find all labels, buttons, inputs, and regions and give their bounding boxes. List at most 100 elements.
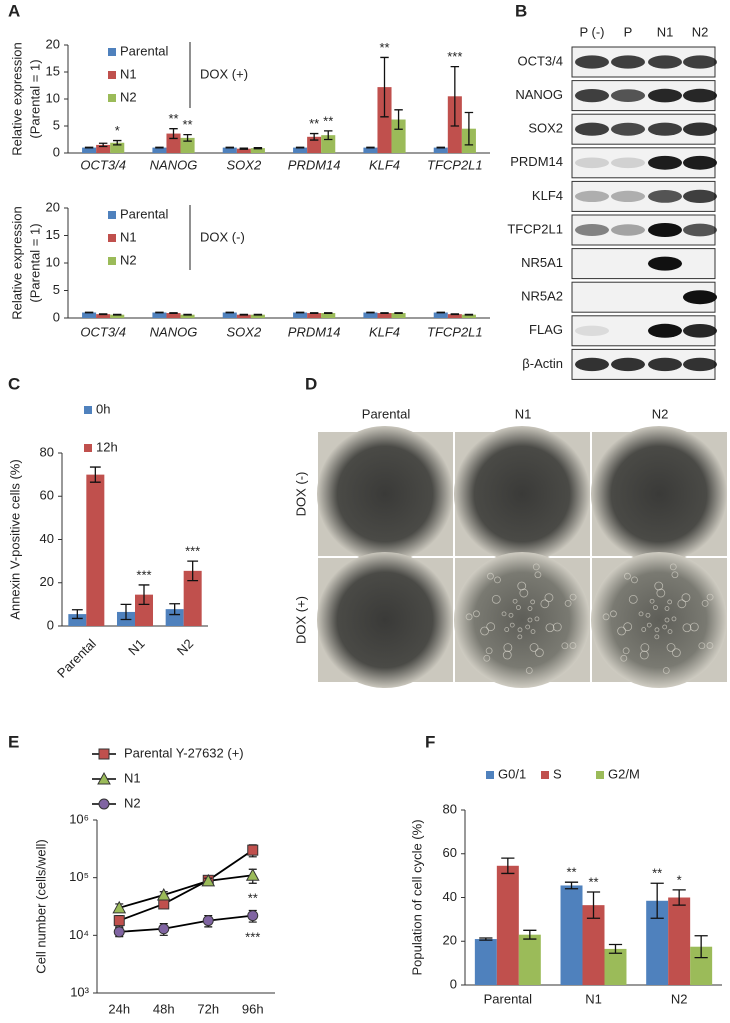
cell-cluster [545, 623, 555, 633]
cell-cluster [569, 593, 577, 601]
annotation: DOX (-) [200, 229, 245, 244]
cell-cluster [662, 667, 670, 674]
blot-band [648, 357, 682, 372]
protein-label: TFCP2L1 [507, 221, 563, 236]
colony [317, 552, 453, 688]
cell-cluster [491, 594, 501, 604]
lane-label: N1 [657, 24, 674, 39]
cell-cluster [509, 622, 515, 628]
blot-band [611, 122, 645, 136]
cell-cluster [487, 572, 494, 580]
significance: * [115, 123, 120, 138]
error-bar [564, 881, 579, 890]
blot-band [575, 224, 609, 236]
legend-label: Parental [120, 43, 169, 58]
blot-band [648, 55, 682, 69]
cell-cluster [480, 626, 489, 636]
cell-cluster [552, 622, 562, 632]
y-tick-label: 5 [53, 117, 60, 132]
cell-cluster [602, 613, 610, 621]
cell-cluster [639, 650, 649, 660]
legend-swatch [84, 444, 92, 452]
cell-cluster [486, 622, 496, 632]
error-bar [366, 311, 375, 314]
protein-label: NR5A1 [521, 255, 563, 270]
x-tick-label: 96h [242, 1001, 264, 1016]
x-tick-label: N1 [125, 636, 147, 658]
cell-cluster [666, 643, 676, 652]
legend-swatch [108, 94, 116, 102]
error-bar [138, 584, 150, 606]
cell-cluster [653, 605, 658, 610]
bar [222, 312, 237, 318]
panel-label: A [8, 1, 20, 20]
legend-swatch [108, 234, 116, 242]
y-axis-label: Cell number (cells/well) [33, 839, 48, 973]
protein-label: KLF4 [532, 188, 563, 203]
error-bar [239, 313, 249, 316]
cell-cluster [534, 571, 542, 579]
significance: ** [323, 113, 333, 128]
error-bar [586, 891, 601, 919]
legend-label: N1 [124, 770, 141, 785]
cell-cluster [517, 634, 523, 640]
y-tick-label: 10⁶ [69, 811, 89, 826]
cell-cluster [485, 647, 493, 655]
x-tick-label: TFCP2L1 [427, 324, 483, 339]
cell-cluster [649, 598, 655, 604]
cell-cluster [569, 642, 577, 649]
blot-band [575, 122, 609, 136]
cell-cluster [532, 563, 540, 571]
y-tick-label: 15 [46, 63, 60, 78]
cell-cluster [631, 576, 638, 584]
blot-band [648, 256, 682, 271]
legend-label: Parental Y-27632 (+) [124, 745, 244, 760]
column-label: N1 [515, 406, 532, 421]
point [247, 910, 259, 922]
bar [433, 147, 448, 153]
error-bar [84, 311, 94, 314]
line [118, 849, 254, 922]
bar [461, 314, 476, 318]
colony [317, 426, 453, 562]
error-bar [694, 935, 708, 959]
legend-swatch [486, 771, 494, 779]
protein-label: PRDM14 [510, 154, 563, 169]
bar [166, 313, 181, 318]
blot-band [575, 55, 609, 69]
column-label: N2 [652, 406, 669, 421]
lane-label: P (-) [579, 24, 604, 39]
legend-swatch [541, 771, 549, 779]
cell-cluster [525, 667, 533, 674]
bar [646, 900, 669, 985]
error-bar [187, 560, 199, 582]
panel-label: D [305, 374, 317, 393]
legend-swatch [108, 257, 116, 265]
blot-band [575, 325, 609, 336]
error-bar [71, 609, 83, 620]
cell-cluster [620, 654, 628, 662]
bar [110, 142, 125, 153]
significance: *** [185, 544, 200, 559]
y-tick-label: 10 [46, 254, 60, 269]
y-tick-label: 0 [53, 309, 60, 324]
error-bar [464, 111, 474, 146]
y-tick-label: 15 [46, 227, 60, 242]
significance: ** [566, 865, 576, 880]
error-bar [380, 312, 389, 314]
cell-cluster [645, 612, 651, 618]
error-bar [253, 313, 263, 316]
cell-cluster [527, 606, 533, 611]
blot-band [575, 157, 609, 169]
significance: ** [168, 111, 178, 126]
line [119, 914, 253, 933]
y-tick-label: 5 [53, 282, 60, 297]
y-tick-label: 40 [40, 531, 54, 546]
point [245, 868, 260, 881]
cell-cluster [641, 627, 647, 632]
blot-band [648, 88, 682, 103]
bar [433, 312, 448, 318]
cell-cluster [677, 599, 687, 609]
blot-band [575, 89, 609, 103]
legend-label: N2 [124, 795, 141, 810]
